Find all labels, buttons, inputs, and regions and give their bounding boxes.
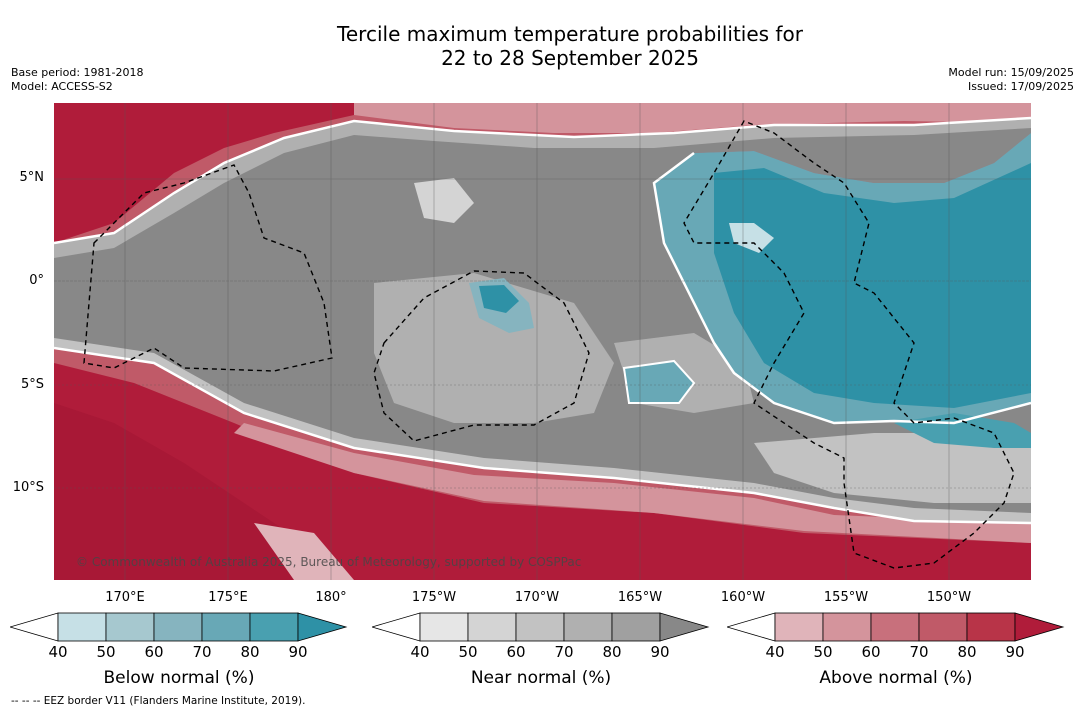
map-title: Tercile maximum temperature probabilitie… [0, 22, 1085, 70]
colorbar-max-triangle [659, 612, 710, 642]
boundary-north [54, 116, 1031, 245]
below-normal-light-spot [729, 223, 774, 253]
colorbar-above-normal [727, 612, 1065, 642]
above-normal-light-patch [254, 523, 354, 580]
colorbar-segment [563, 612, 613, 642]
colorbar-below-normal [10, 612, 348, 642]
colorbar-tick-label: 60 [861, 643, 881, 661]
colorbar-tick-label: 70 [554, 643, 574, 661]
colorbar-segment [419, 612, 469, 642]
above-normal-south [54, 363, 1031, 580]
above-normal-light-band [234, 423, 1031, 543]
near-normal-north-band [54, 118, 1031, 258]
colorbar-tick-label: 90 [1005, 643, 1025, 661]
colorbar-segment [774, 612, 824, 642]
near-normal-south-band [54, 338, 1031, 523]
near-normal-south-east-band [754, 433, 1031, 503]
below-normal-small-patch [624, 361, 694, 403]
colorbar-segment [249, 612, 299, 642]
lat-label-5s: 5°S [20, 377, 44, 392]
below-normal-east-core [714, 163, 1031, 408]
boundary-teal [652, 152, 1031, 425]
colorbar-tick-label: 70 [192, 643, 212, 661]
colorbar-tick-label: 50 [813, 643, 833, 661]
colorbar-tick-label: 40 [410, 643, 430, 661]
colorbar-segment [611, 612, 661, 642]
below-normal-central-core [479, 285, 519, 313]
colorbar-tick-label: 60 [506, 643, 526, 661]
colorbar-segment [918, 612, 968, 642]
probability-map: © Commonwealth of Australia 2025, Bureau… [54, 103, 1031, 580]
title-line-2: 22 to 28 September 2025 [441, 46, 699, 70]
colorbar-title-above: Above normal (%) [819, 668, 973, 688]
meta-left: Base period: 1981-2018 Model: ACCESS-S2 [11, 66, 143, 94]
colorbar-tick-label: 70 [909, 643, 929, 661]
eez-footer-note: -- -- -- EEZ border V11 (Flanders Marine… [11, 695, 306, 707]
lon-label-170e: 170°E [105, 590, 145, 605]
boundary-teal-patch [622, 359, 696, 404]
lat-label-5n: 5°N [19, 170, 45, 185]
colorbar-segment [515, 612, 565, 642]
issued-date: Issued: 17/09/2025 [967, 80, 1074, 93]
colorbar-near-normal [372, 612, 710, 642]
colorbar-segment [870, 612, 920, 642]
lat-label-0: 0° [29, 273, 44, 288]
colorbar-max-triangle [297, 612, 348, 642]
colorbar-title-below: Below normal (%) [103, 668, 255, 688]
colorbar-segment [153, 612, 203, 642]
lon-label-170w: 170°W [514, 590, 560, 605]
lon-label-165w: 165°W [617, 590, 663, 605]
above-normal-north-strip [354, 103, 1031, 133]
colorbar-tick-label: 50 [96, 643, 116, 661]
colorbar-title-near: Near normal (%) [470, 668, 612, 688]
colorbar-segment [201, 612, 251, 642]
colorbar-tick-label: 50 [458, 643, 478, 661]
colorbar-min-triangle [727, 612, 776, 642]
lon-label-175e: 175°E [208, 590, 248, 605]
colorbar-segment [966, 612, 1016, 642]
boundary-south [54, 346, 1031, 525]
colorbar-tick-label: 40 [48, 643, 68, 661]
colorbar-tick-label: 90 [650, 643, 670, 661]
colorbar-segment [822, 612, 872, 642]
gridlines [54, 103, 1031, 580]
model-name: Model: ACCESS-S2 [11, 80, 113, 93]
colorbar-tick-label: 80 [957, 643, 977, 661]
lon-label-175w: 175°W [411, 590, 457, 605]
colorbar-segment [105, 612, 155, 642]
lon-label-155w: 155°W [823, 590, 869, 605]
colorbar-segment [467, 612, 517, 642]
colorbar-max-triangle [1014, 612, 1065, 642]
lon-label-150w: 150°W [926, 590, 972, 605]
eez-borders [83, 120, 1015, 569]
meta-right: Model run: 15/09/2025 Issued: 17/09/2025 [948, 66, 1074, 94]
colorbar-tick-label: 40 [765, 643, 785, 661]
copyright-text: © Commonwealth of Australia 2025, Bureau… [76, 555, 581, 569]
colorbar-min-triangle [10, 612, 59, 642]
lat-label-10s: 10°S [12, 480, 44, 495]
lon-label-160w: 160°W [720, 590, 766, 605]
title-line-1: Tercile maximum temperature probabilitie… [337, 22, 803, 46]
colorbar-tick-label: 80 [240, 643, 260, 661]
near-normal-north-patch [414, 178, 474, 223]
colorbar-tick-label: 80 [602, 643, 622, 661]
colorbar-tick-label: 60 [144, 643, 164, 661]
colorbar-tick-label: 90 [288, 643, 308, 661]
model-run: Model run: 15/09/2025 [948, 66, 1074, 79]
colorbar-min-triangle [372, 612, 421, 642]
base-period: Base period: 1981-2018 [11, 66, 144, 79]
map-panel: © Commonwealth of Australia 2025, Bureau… [54, 103, 1031, 580]
lon-label-180: 180° [315, 590, 347, 605]
colorbar-segment [57, 612, 107, 642]
